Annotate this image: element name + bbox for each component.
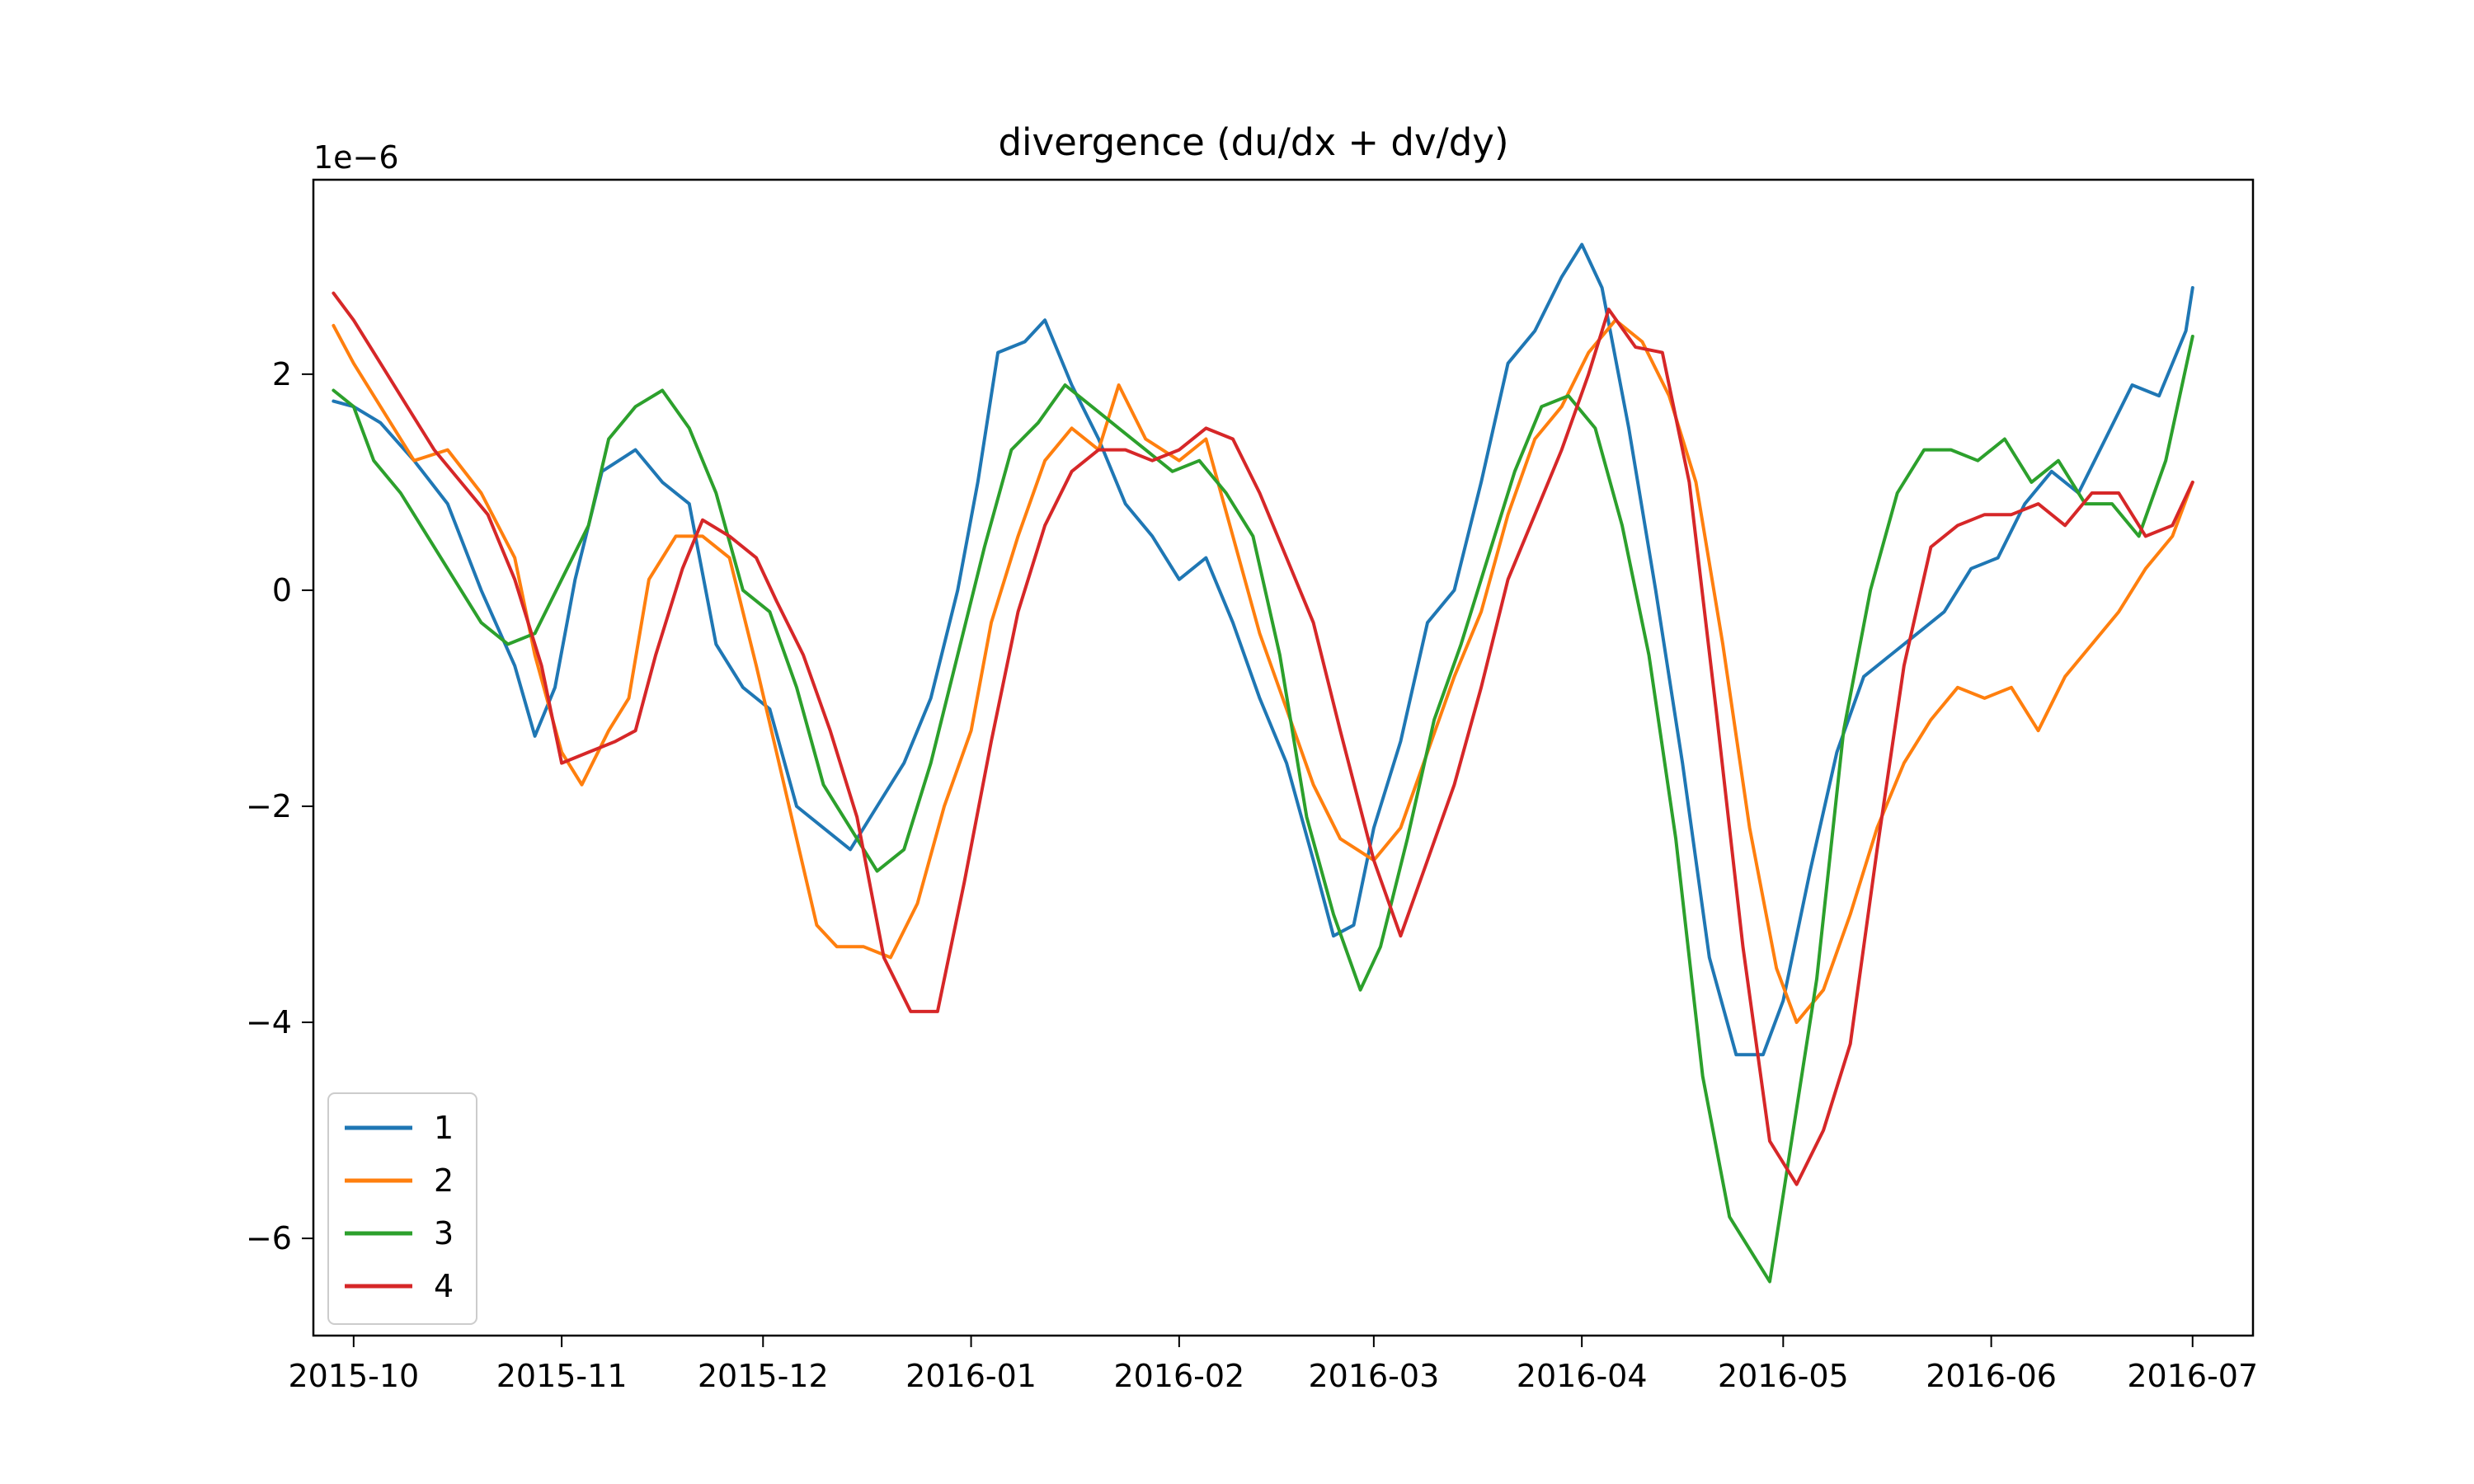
x-tick-label: 2016-01	[905, 1358, 1037, 1394]
y-offset-label: 1e−6	[313, 139, 399, 176]
x-tick-label: 2016-06	[1926, 1358, 2057, 1394]
series-line-4	[332, 291, 2194, 1186]
x-tick-label: 2016-03	[1308, 1358, 1439, 1394]
x-tick-label: 2016-05	[1718, 1358, 1849, 1394]
legend-label-3: 3	[434, 1215, 454, 1252]
legend-label-1: 1	[434, 1110, 454, 1146]
x-tick-label: 2016-04	[1517, 1358, 1648, 1394]
chart-title: divergence (du/dx + dv/dy)	[998, 120, 1508, 164]
y-tick-label: 2	[272, 356, 292, 392]
legend-label-4: 4	[434, 1268, 454, 1304]
x-tick-label: 2015-12	[698, 1358, 829, 1394]
y-tick-label: −6	[246, 1220, 292, 1256]
series-lines	[332, 242, 2194, 1284]
legend-box	[327, 1092, 477, 1325]
legend-label-2: 2	[434, 1162, 454, 1199]
x-tick-label: 2016-02	[1113, 1358, 1244, 1394]
plot-area-frame	[312, 178, 2255, 1337]
y-tick-label: −4	[246, 1004, 292, 1040]
legend: 1 2 3 4	[327, 1092, 477, 1325]
series-line-1	[332, 242, 2194, 1057]
y-tick-label: 0	[272, 572, 292, 608]
x-tick-label: 2015-10	[288, 1358, 419, 1394]
y-axis: −6 −4 −2 0 2	[246, 356, 313, 1256]
x-axis: 2015-10 2015-11 2015-12 2016-01 2016-02 2016-…	[288, 1336, 2258, 1394]
x-tick-label: 2016-07	[2127, 1358, 2258, 1394]
x-tick-label: 2015-11	[496, 1358, 628, 1394]
series-line-3	[332, 335, 2194, 1284]
y-tick-label: −2	[246, 788, 292, 824]
